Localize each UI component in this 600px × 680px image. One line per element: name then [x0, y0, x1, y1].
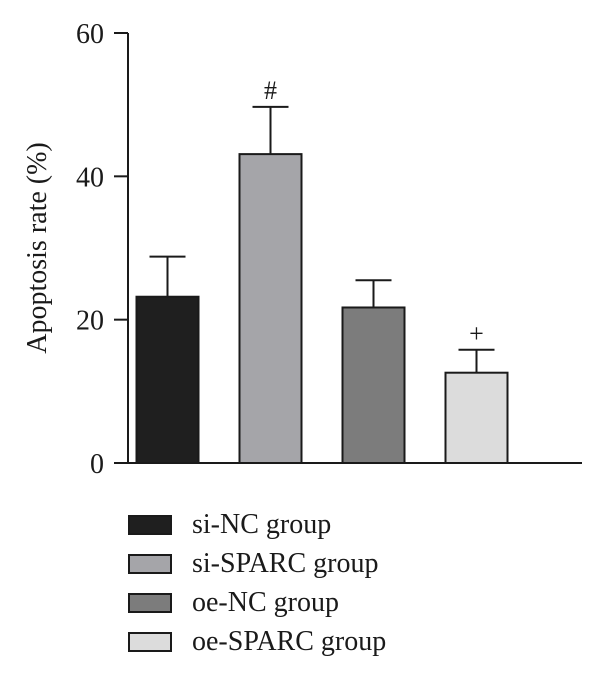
legend-item: oe-NC group [128, 583, 386, 622]
y-tick-label: 60 [76, 19, 104, 50]
legend-item: oe-SPARC group [128, 622, 386, 661]
y-axis-title: Apoptosis rate (%) [22, 142, 53, 354]
legend-swatch [128, 514, 172, 535]
legend-swatch [128, 631, 172, 652]
significance-mark-1: # [264, 76, 277, 105]
bar-1 [238, 153, 303, 464]
legend-label: si-SPARC group [192, 547, 379, 579]
y-axis: 0 20 40 60 [76, 19, 129, 480]
legend-label: oe-SPARC group [192, 625, 387, 657]
y-tick-label: 20 [76, 306, 104, 337]
legend-item: si-NC group [128, 505, 386, 544]
y-tick-label: 0 [90, 449, 104, 480]
legend-swatch [128, 553, 172, 574]
legend: si-NC group si-SPARC group oe-NC group oe-S… [128, 505, 386, 661]
legend-item: si-SPARC group [128, 544, 386, 583]
significance-mark-3: + [469, 319, 484, 348]
legend-swatch [128, 592, 172, 613]
bars: #+ [135, 76, 509, 465]
bar-2 [341, 306, 406, 464]
bar-0 [135, 295, 200, 464]
y-tick-label: 40 [76, 162, 104, 193]
legend-label: oe-NC group [192, 586, 339, 618]
legend-label: si-NC group [192, 508, 332, 540]
bar-3 [444, 371, 509, 465]
